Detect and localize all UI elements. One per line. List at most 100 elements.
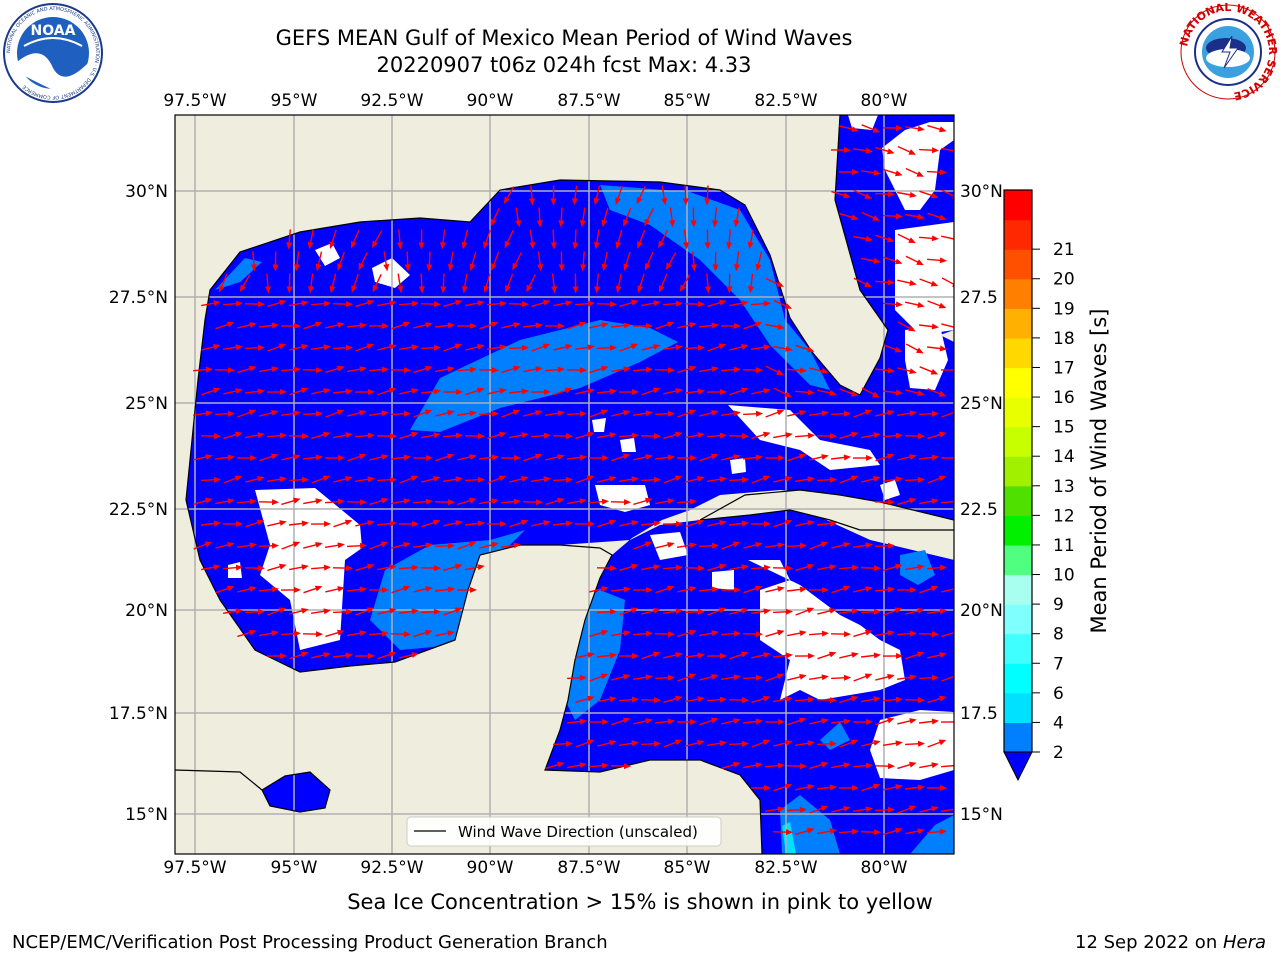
wave-direction-arrowhead [543,520,551,526]
wave-direction-arrowhead [667,454,675,461]
wave-direction-arrowhead [367,432,375,439]
wave-direction-arrowhead [939,695,947,702]
wave-direction-arrowhead [776,673,785,680]
wave-direction-arrowhead [799,367,807,374]
wave-direction-arrowhead [469,366,477,373]
wave-direction-arrowhead [337,498,345,505]
wave-direction-arrowhead [821,454,829,460]
lon-tick-top: 90°W [467,91,514,111]
wave-direction-arrowhead [896,125,903,131]
wave-direction-arrowhead [939,431,947,438]
wave-direction-arrowhead [644,218,651,227]
wave-direction-arrowhead [314,585,323,592]
wave-direction-arrowhead [679,284,686,292]
wave-direction-arrowhead [499,388,507,394]
wave-direction-arrowhead [645,263,651,271]
wave-direction-arrowhead [762,475,771,482]
wave-direction-arrowhead [358,262,365,271]
wave-direction-arrowhead [602,719,609,725]
wave-direction-arrowhead [895,301,903,308]
wave-direction-arrowhead [785,476,793,482]
wave-direction-arrowhead [380,541,389,548]
wave-direction-arrowhead [747,241,754,250]
wave-direction-arrowhead [674,739,683,746]
wave-direction-arrowhead [205,497,213,504]
wave-direction-arrowhead [909,454,917,460]
wave-direction-arrowhead [264,286,271,294]
wave-direction-arrowhead [587,344,595,351]
wave-direction-arrowhead [939,652,947,658]
wave-direction-arrowhead [359,586,367,593]
wave-direction-arrowhead [894,258,903,265]
wave-direction-arrowhead [600,409,609,416]
wave-direction-arrowhead [366,607,375,614]
wave-direction-arrowhead [477,520,485,527]
wave-direction-arrowhead [720,389,727,395]
wave-direction-arrowhead [558,264,565,272]
wave-direction-arrowhead [668,367,675,374]
wave-direction-arrowhead [623,219,629,227]
wave-direction-arrowhead [645,630,653,637]
wave-direction-arrowhead [852,785,859,791]
wave-direction-arrowhead [271,366,279,373]
wave-direction-arrowhead [337,263,343,271]
wave-direction-arrowhead [632,653,639,659]
wave-direction-arrowhead [219,285,225,293]
wave-direction-arrowhead [704,286,711,294]
wave-direction-arrowhead [271,542,279,549]
wave-direction-arrowhead [887,191,895,198]
wave-direction-arrowhead [675,388,683,394]
wave-direction-arrowhead [865,586,873,592]
wave-direction-arrowhead [323,431,331,438]
wave-direction-arrowhead [609,696,617,703]
wave-direction-arrowhead [821,410,829,417]
wave-direction-arrowhead [236,521,243,527]
wave-direction-arrowhead [697,652,705,659]
lat-tick-right: 30°N [960,182,1003,202]
wave-direction-arrowhead [917,608,925,614]
wave-direction-arrowhead [754,585,763,592]
wave-direction-arrowhead [478,433,485,440]
wave-direction-arrowhead [777,629,785,636]
wave-direction-arrowhead [873,169,881,176]
wave-direction-arrowhead [257,344,265,351]
wave-direction-arrowhead [799,542,807,549]
lon-tick-top: 87.5°W [557,91,620,111]
wave-direction-arrowhead [412,521,419,527]
wave-direction-arrowhead [807,740,815,747]
wave-direction-arrowhead [623,674,631,680]
wave-direction-arrowhead [477,476,485,483]
wave-direction-arrowhead [873,257,881,264]
lon-tick-bottom: 80°W [861,858,908,878]
wave-direction-arrowhead [873,696,881,703]
wind-wave-direction-arrows [192,124,954,836]
wave-direction-arrowhead [939,345,947,352]
wave-direction-arrowhead [433,388,441,395]
wave-direction-arrowhead [543,299,551,306]
wave-direction-arrowhead [624,763,631,770]
wave-direction-arrowhead [653,300,661,307]
wave-direction-arrowhead [557,454,565,460]
land-masses [175,115,954,854]
wave-direction-arrowhead [601,322,609,328]
wave-direction-arrowhead [630,607,639,614]
colorbar-tick-label: 18 [1053,329,1075,349]
wave-direction-arrowhead [279,520,287,526]
wave-direction-arrowhead [821,368,829,374]
wave-direction-arrowhead [741,476,749,483]
wave-direction-arrowhead [778,455,785,461]
wave-direction-arrowhead [865,147,873,154]
wave-direction-arrowhead [931,674,939,681]
wave-direction-arrowhead [711,674,719,680]
wave-direction-arrowhead [667,674,675,681]
wave-direction-arrowhead [411,608,419,615]
wave-direction-arrowhead [558,323,565,329]
wave-direction-arrowhead [807,827,815,834]
wave-direction-arrowhead [874,829,881,836]
wave-direction-arrowhead [536,499,543,506]
wave-direction-arrowhead [447,264,454,272]
wave-direction-arrowhead [940,785,947,791]
wave-direction-arrowhead [690,264,697,272]
wave-direction-arrowhead [345,344,353,351]
wave-direction-arrowhead [873,608,881,615]
